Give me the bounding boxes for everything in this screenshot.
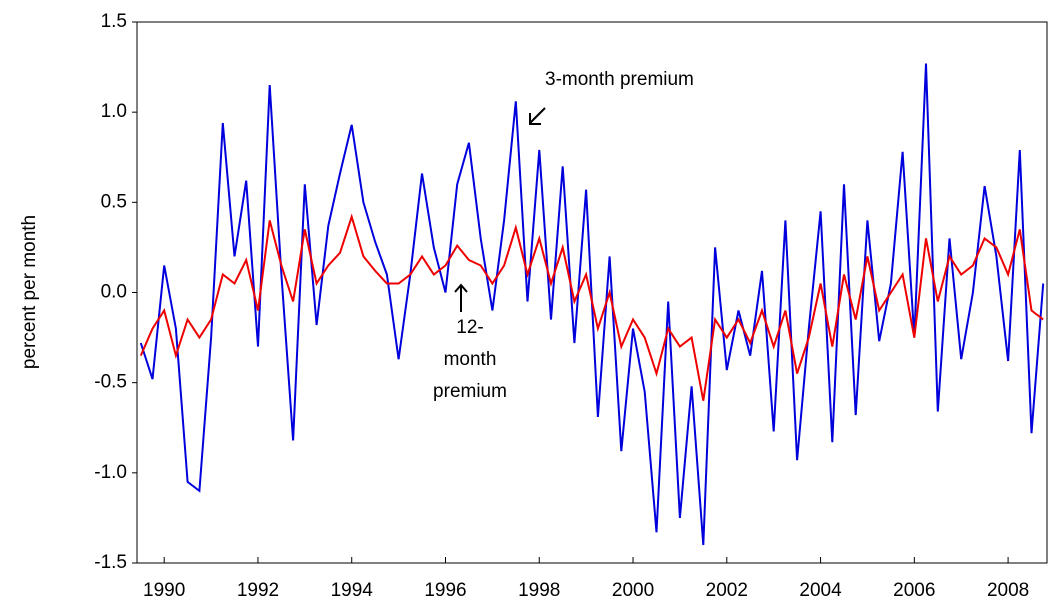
- annotation: premium: [433, 381, 507, 402]
- annotation: 12-: [456, 317, 483, 338]
- y-tick-label: 0.5: [101, 191, 127, 212]
- x-tick-label: 2000: [612, 580, 654, 601]
- x-tick-label: 1994: [331, 580, 374, 601]
- y-tick-label: -1.0: [94, 462, 127, 483]
- annotation: 3-month premium: [545, 69, 694, 90]
- x-tick-label: 2002: [706, 580, 748, 601]
- annotation: month: [444, 349, 497, 370]
- x-tick-label: 1990: [143, 580, 185, 601]
- y-tick-label: 0.0: [101, 282, 127, 303]
- x-tick-label: 2004: [799, 580, 842, 601]
- x-tick-label: 2006: [893, 580, 935, 601]
- x-tick-label: 2008: [987, 580, 1029, 601]
- x-tick-label: 1998: [518, 580, 560, 601]
- y-tick-label: -0.5: [94, 372, 127, 393]
- arrow-3m: [529, 107, 546, 125]
- y-tick-label: 1.5: [101, 11, 127, 32]
- series-line: [139, 213, 1044, 401]
- x-tick-label: 1996: [424, 580, 466, 601]
- arrow-12m: [454, 283, 468, 312]
- y-tick-label: -1.5: [94, 552, 127, 573]
- y-tick-label: 1.0: [101, 101, 127, 122]
- x-tick-label: 1992: [237, 580, 279, 601]
- y-axis-label: percent per month: [19, 215, 40, 369]
